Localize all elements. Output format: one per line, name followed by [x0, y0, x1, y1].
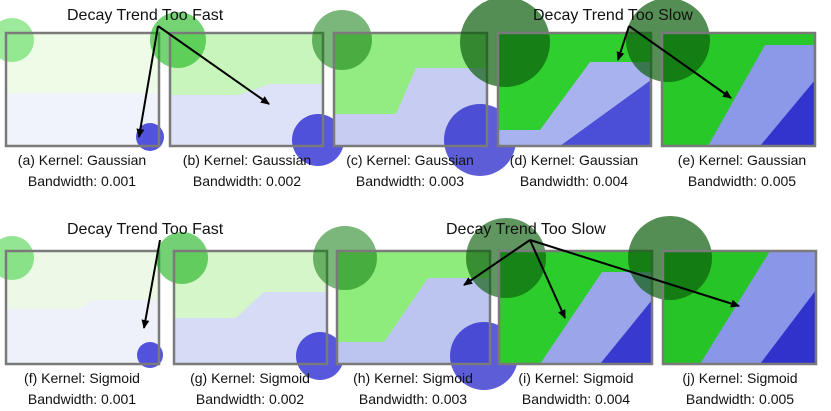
caption-g-bandwidth: Bandwidth: 0.002	[196, 391, 304, 407]
caption-h-bandwidth: Bandwidth: 0.003	[359, 391, 467, 407]
caption-b-bandwidth: Bandwidth: 0.002	[193, 173, 301, 189]
arrow-row1-fast-b	[157, 25, 270, 105]
annotation-row1-fast: Decay Trend Too Fast	[67, 7, 224, 24]
arrow-row1-fast-a	[136, 25, 159, 138]
caption-h-label: (h) Kernel: Sigmoid	[353, 370, 473, 386]
arrow-row2-slow-b	[529, 239, 566, 319]
panel-b-frame	[168, 31, 325, 148]
panel-i	[466, 218, 654, 366]
caption-f-label: (f) Kernel: Sigmoid	[24, 370, 140, 386]
panel-c	[312, 10, 516, 176]
caption-c-bandwidth: Bandwidth: 0.003	[356, 173, 464, 189]
panel-c-frame	[332, 31, 489, 148]
caption-e-bandwidth: Bandwidth: 0.005	[688, 173, 796, 189]
annotation-row1-slow: Decay Trend Too Slow	[533, 7, 693, 24]
caption-f-bandwidth: Bandwidth: 0.001	[28, 391, 136, 407]
arrow-row2-slow-a	[463, 239, 531, 286]
panel-a-frame	[4, 31, 161, 148]
caption-c-label: (c) Kernel: Gaussian	[346, 152, 474, 168]
caption-i-bandwidth: Bandwidth: 0.004	[522, 391, 630, 407]
caption-j-bandwidth: Bandwidth: 0.005	[686, 391, 794, 407]
panel-g-frame	[172, 249, 329, 366]
panel-e	[626, 0, 817, 148]
panel-j	[628, 216, 818, 366]
arrow-row2-fast	[141, 239, 161, 329]
panel-i-frame	[497, 249, 654, 366]
panel-h	[313, 226, 518, 390]
panel-f	[0, 236, 163, 368]
panel-h-frame	[335, 249, 492, 366]
arrow-row2-slow-c	[529, 239, 740, 308]
caption-d-bandwidth: Bandwidth: 0.004	[520, 173, 628, 189]
arrow-row1-slow-b	[628, 25, 732, 99]
caption-a-label: (a) Kernel: Gaussian	[18, 152, 146, 168]
caption-g-label: (g) Kernel: Sigmoid	[190, 370, 310, 386]
caption-d-label: (d) Kernel: Gaussian	[510, 152, 638, 168]
annotation-row2-slow: Decay Trend Too Slow	[446, 221, 606, 238]
annotation-row2-fast: Decay Trend Too Fast	[67, 221, 224, 238]
caption-b-label: (b) Kernel: Gaussian	[183, 152, 311, 168]
arrow-row1-slow-a	[616, 25, 630, 61]
caption-a-bandwidth: Bandwidth: 0.001	[28, 173, 136, 189]
caption-e-label: (e) Kernel: Gaussian	[678, 152, 806, 168]
panel-g	[156, 232, 344, 380]
caption-j-label: (j) Kernel: Sigmoid	[682, 370, 797, 386]
caption-i-label: (i) Kernel: Sigmoid	[518, 370, 633, 386]
panel-d-frame	[496, 31, 653, 148]
panel-f-frame	[4, 249, 161, 366]
panel-d	[460, 0, 653, 148]
panel-e-frame	[660, 31, 817, 148]
panel-j-frame	[661, 249, 818, 366]
